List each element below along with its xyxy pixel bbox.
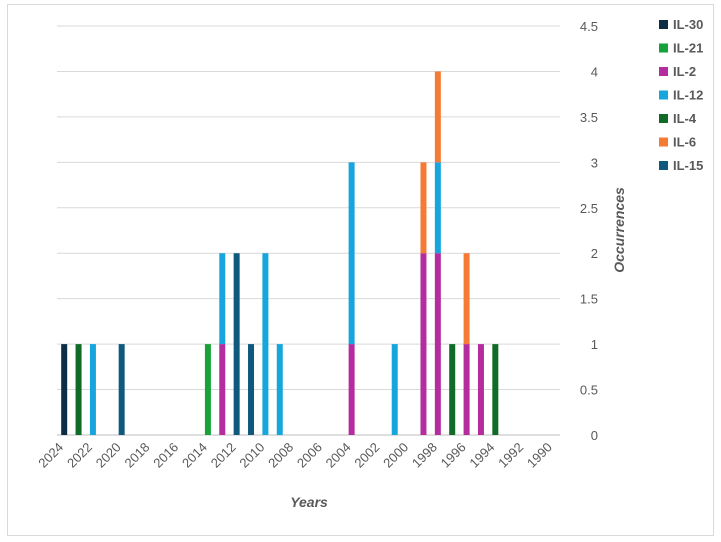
legend: IL-30 IL-21 IL-2 IL-12 IL-4 IL-6 IL-15	[659, 17, 703, 173]
bar-il-12-2001	[391, 344, 398, 435]
y-tick-label: 0.5	[580, 383, 598, 398]
x-tick-labels: 2024202220202018201620142012201020082006…	[35, 440, 555, 471]
bar-il-6-1998	[434, 71, 441, 163]
legend-swatch-il-21	[659, 43, 668, 53]
x-tick-label: 2004	[323, 440, 354, 471]
bar-il-12-2004	[348, 162, 355, 345]
bar-il-2-1996	[463, 344, 470, 435]
legend-swatch-il-6	[659, 137, 668, 147]
legend-swatch-il-2	[659, 67, 668, 76]
x-tick-label: 1996	[438, 440, 469, 471]
y-tick-label: 1.5	[580, 292, 598, 307]
legend-label-il-30: IL-30	[673, 17, 703, 32]
bar-il-12-2022	[89, 344, 96, 435]
y-tick-label: 2.5	[580, 201, 598, 216]
y-tick-label: 3.5	[580, 110, 598, 125]
y-tick-label: 4	[591, 64, 598, 79]
y-tick-label: 1	[591, 337, 598, 352]
legend-label-il-21: IL-21	[673, 41, 703, 56]
legend-label-il-15: IL-15	[673, 158, 703, 173]
x-tick-label: 2000	[380, 440, 411, 471]
bar-il-12-1998	[434, 162, 441, 254]
bar-il-21-2014	[204, 344, 211, 435]
legend-swatch-il-30	[659, 20, 668, 29]
bar-il-2-2013	[219, 344, 226, 435]
bar-il-15-2020	[118, 344, 125, 435]
x-tick-label: 2014	[179, 440, 210, 471]
x-tick-label: 2008	[265, 440, 296, 471]
y-tick-labels: 0 0.5 1 1.5 2 2.5 3 3.5 4 4.5	[580, 19, 598, 443]
bar-il-6-1999	[420, 162, 427, 254]
bar-il-2-1999	[420, 253, 427, 435]
x-tick-label: 1992	[495, 440, 526, 471]
chart-frame	[7, 4, 714, 536]
y-tick-label: 3	[591, 155, 598, 170]
bars	[61, 71, 499, 435]
x-tick-label: 2018	[121, 440, 152, 471]
x-tick-label: 1994	[466, 440, 497, 471]
y-axis-title: Occurrences	[611, 187, 627, 273]
bar-il-15-2011	[248, 344, 255, 435]
bar-il-15-2012	[233, 253, 240, 435]
x-tick-label: 2022	[64, 440, 95, 471]
legend-label-il-12: IL-12	[673, 88, 703, 103]
y-tick-label: 2	[591, 246, 598, 261]
bar-il-12-2013	[219, 253, 226, 345]
bar-il-4-1997	[449, 344, 456, 435]
y-tick-label: 4.5	[580, 19, 598, 34]
x-axis-title: Years	[290, 494, 328, 510]
bar-il-12-2010	[262, 253, 269, 435]
bar-il-2-2004	[348, 344, 355, 435]
x-tick-label: 2010	[236, 440, 267, 471]
bar-il-4-1994	[492, 344, 499, 435]
y-tick-label: 0	[591, 428, 598, 443]
legend-swatch-il-12	[659, 90, 668, 100]
x-tick-label: 2020	[93, 440, 124, 471]
x-tick-label: 2006	[294, 440, 325, 471]
gridlines	[57, 25, 560, 436]
legend-swatch-il-15	[659, 161, 668, 170]
bar-il-2-1995	[477, 344, 484, 435]
legend-label-il-6: IL-6	[673, 135, 696, 150]
legend-label-il-2: IL-2	[673, 64, 696, 79]
x-tick-label: 2016	[150, 440, 181, 471]
x-tick-label: 1998	[409, 440, 440, 471]
bar-il-4-2023	[75, 344, 82, 435]
x-tick-label: 2012	[208, 440, 239, 471]
bar-il-2-1998	[434, 253, 441, 435]
x-tick-label: 1990	[524, 440, 555, 471]
bar-il-12-2009	[276, 344, 283, 435]
bar-il-30-2024	[61, 344, 68, 435]
legend-swatch-il-4	[659, 114, 668, 123]
x-tick-label: 2024	[35, 440, 66, 471]
x-tick-label: 2002	[351, 440, 382, 471]
bar-il-6-1996	[463, 253, 470, 345]
legend-label-il-4: IL-4	[673, 111, 697, 126]
